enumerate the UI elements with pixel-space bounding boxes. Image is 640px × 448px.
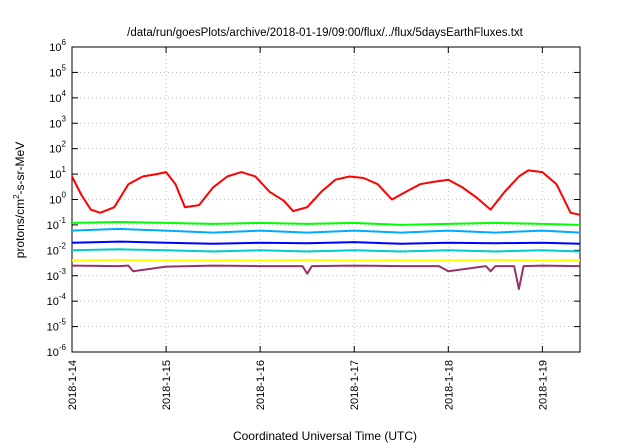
series-line (71, 240, 581, 245)
y-tick-label: 10-1 (47, 216, 67, 232)
y-tick-label: 104 (49, 89, 66, 105)
y-tick-label: 106 (49, 38, 66, 54)
series-line (71, 248, 581, 253)
y-tick-label: 10-2 (47, 241, 67, 257)
series-line (71, 258, 581, 262)
x-tick-label: 2018-1-17 (349, 360, 361, 410)
y-tick-label: 10-6 (47, 343, 67, 359)
y-tick-label: 10-5 (47, 318, 67, 334)
x-tick-label: 2018-1-15 (161, 360, 173, 410)
y-tick-label: 102 (49, 140, 66, 156)
x-tick-label: 2018-1-14 (67, 360, 79, 410)
series-line (71, 264, 581, 290)
y-tick-label: 10-3 (47, 267, 67, 283)
x-axis-label: Coordinated Universal Time (UTC) (233, 429, 417, 443)
y-axis-label: protons/cm2-s-sr-MeV (12, 142, 27, 258)
series-layer (71, 169, 581, 290)
y-tick-label: 10-4 (47, 292, 67, 308)
grid (71, 46, 580, 353)
y-tick-label: 101 (49, 165, 66, 181)
y-tick-label: 105 (49, 63, 66, 79)
y-tick-label: 103 (49, 114, 66, 130)
x-tick-label: 2018-1-19 (537, 360, 549, 410)
series-line (71, 169, 581, 216)
x-tick-label: 2018-1-16 (255, 360, 267, 410)
y-axis: 10-6 10-5 10-4 10-3 10-2 10-1 100 101 102 103 104 1… (47, 38, 580, 359)
x-axis: 2018-1-14 2018-1-15 2018-1-16 2018-1-17 2018… (67, 47, 549, 410)
series-line (71, 221, 581, 226)
x-tick-label: 2018-1-18 (443, 360, 455, 410)
chart-title: /data/run/goesPlots/archive/2018-01-19/0… (127, 27, 523, 39)
series-line (71, 227, 581, 234)
y-tick-label: 100 (49, 191, 66, 207)
